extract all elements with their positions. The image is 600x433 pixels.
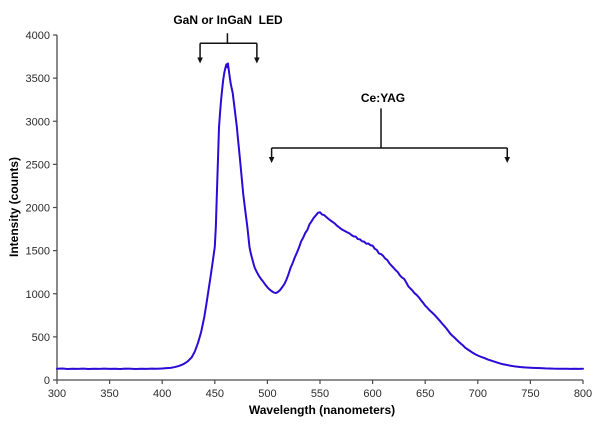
- x-tick-label: 500: [258, 388, 276, 400]
- x-tick-label: 400: [153, 388, 171, 400]
- led-bracket: [199, 33, 258, 60]
- x-tick-label: 800: [574, 388, 592, 400]
- x-tick-label: 450: [206, 388, 224, 400]
- x-tick-label: 550: [311, 388, 329, 400]
- y-tick-label: 2500: [26, 159, 50, 171]
- x-tick-label: 750: [521, 388, 539, 400]
- down-arrow-icon: [197, 57, 203, 64]
- y-tick-label: 3000: [26, 116, 50, 128]
- x-tick-label: 600: [363, 388, 381, 400]
- ceyag-annotation-label: Ce:YAG: [360, 91, 406, 105]
- down-arrow-icon: [268, 156, 275, 163]
- x-axis-title: Wavelength (nanometers): [248, 403, 396, 417]
- y-tick-label: 1500: [26, 246, 50, 258]
- y-tick-label: 2000: [26, 203, 50, 215]
- x-tick-label: 300: [48, 388, 66, 400]
- x-tick-label: 350: [100, 388, 118, 400]
- y-tick-label: 3500: [26, 73, 50, 85]
- x-tick-label: 650: [416, 388, 434, 400]
- led-annotation-label: GaN or InGaN LED: [173, 13, 283, 27]
- y-axis-title: Intensity (counts): [7, 156, 21, 258]
- y-tick-label: 0: [44, 375, 50, 387]
- y-tick-label: 500: [32, 332, 50, 344]
- ceyag-bracket: [270, 108, 509, 159]
- y-tick-label: 1000: [26, 289, 50, 301]
- x-tick-label: 700: [469, 388, 487, 400]
- down-arrow-icon: [254, 57, 260, 64]
- y-tick-label: 4000: [26, 30, 50, 42]
- down-arrow-icon: [504, 156, 511, 163]
- spectrum-curve: [56, 62, 584, 370]
